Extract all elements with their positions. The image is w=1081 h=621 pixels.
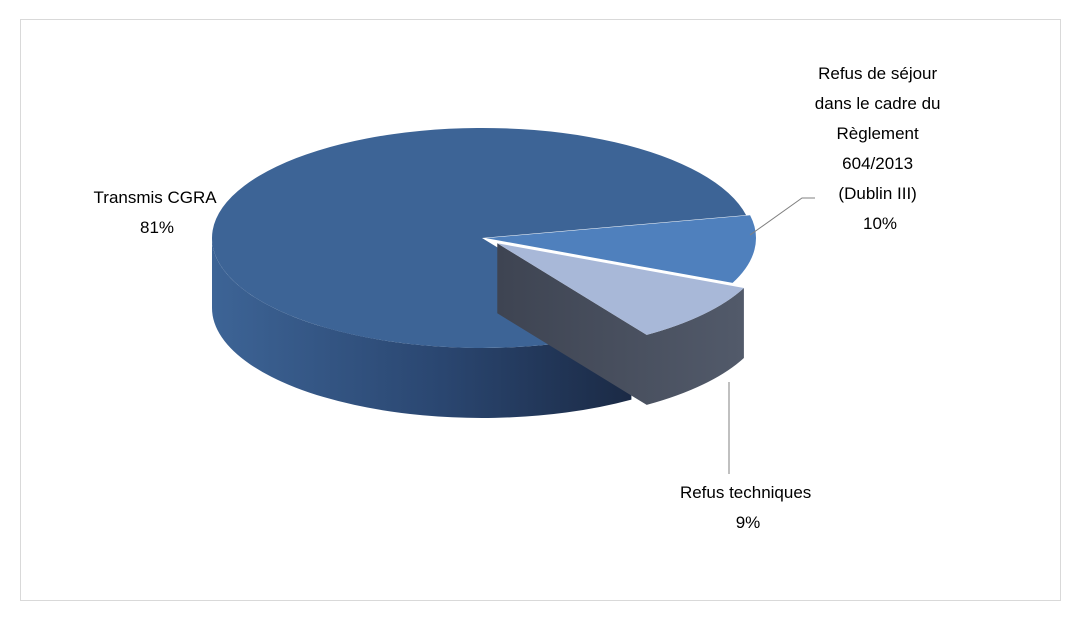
label-refus-techniques: Refus techniques 9% <box>680 483 816 532</box>
label-dublin-line-2: dans le cadre du <box>815 94 941 113</box>
label-transmis-cgra-name: Transmis CGRA <box>94 188 218 207</box>
slice-refus-techniques <box>497 243 744 335</box>
label-dublin-percent: 10% <box>863 214 897 233</box>
leader-line-dublin <box>749 197 815 236</box>
slice-transmis-cgra <box>212 127 747 348</box>
label-dublin-line-4: 604/2013 <box>842 154 913 173</box>
label-refus-dublin: Refus de séjour dans le cadre du Règleme… <box>815 64 945 233</box>
slice-refus-dublin <box>485 215 756 283</box>
slice-side-transmis-cgra <box>212 238 632 418</box>
slice-side-refus-techniques <box>497 243 744 405</box>
label-dublin-line-1: Refus de séjour <box>818 64 937 83</box>
label-transmis-cgra: Transmis CGRA 81% <box>94 188 221 237</box>
label-transmis-cgra-percent: 81% <box>140 218 174 237</box>
label-dublin-line-5: (Dublin III) <box>838 184 916 203</box>
label-techniques-name: Refus techniques <box>680 483 811 502</box>
label-dublin-line-3: Règlement <box>837 124 919 143</box>
label-techniques-percent: 9% <box>736 513 761 532</box>
